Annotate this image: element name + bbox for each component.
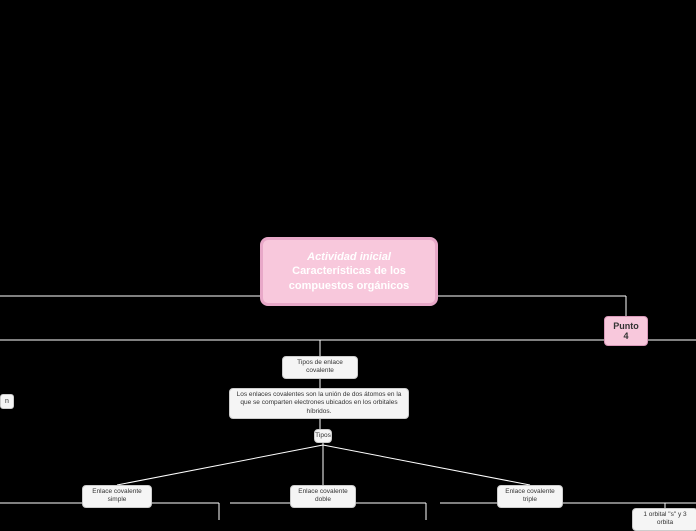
- doble-label: Enlace covalente doble: [297, 488, 349, 505]
- simple-node[interactable]: Enlace covalente simple: [82, 485, 152, 508]
- doble-node[interactable]: Enlace covalente doble: [290, 485, 356, 508]
- punto4-label: Punto 4: [613, 321, 639, 341]
- punto4-node[interactable]: Punto 4: [604, 316, 648, 346]
- root-subtitle-1: Características de los: [292, 264, 406, 278]
- root-node[interactable]: Actividad inicial Características de los…: [260, 237, 438, 306]
- triple-label: Enlace covalente triple: [504, 488, 556, 505]
- tipos-enlace-node[interactable]: Tipos de enlace covalente: [282, 356, 358, 379]
- root-title: Actividad inicial: [307, 250, 391, 264]
- tipos-node[interactable]: Tipos: [314, 429, 332, 443]
- root-subtitle-2: compuestos orgánicos: [289, 279, 409, 293]
- tipos-enlace-label: Tipos de enlace covalente: [289, 359, 351, 376]
- triple-node[interactable]: Enlace covalente triple: [497, 485, 563, 508]
- tipos-label: Tipos: [315, 432, 331, 440]
- left-fragment-label: n: [5, 398, 9, 405]
- desc-label: Los enlaces covalentes son la unión de d…: [236, 391, 402, 416]
- bottom-right-node[interactable]: 1 orbital "s" y 3 orbita: [632, 508, 696, 531]
- simple-label: Enlace covalente simple: [89, 488, 145, 505]
- bottom-right-label: 1 orbital "s" y 3 orbita: [639, 511, 691, 528]
- desc-node[interactable]: Los enlaces covalentes son la unión de d…: [229, 388, 409, 419]
- left-fragment-node: n: [0, 394, 14, 409]
